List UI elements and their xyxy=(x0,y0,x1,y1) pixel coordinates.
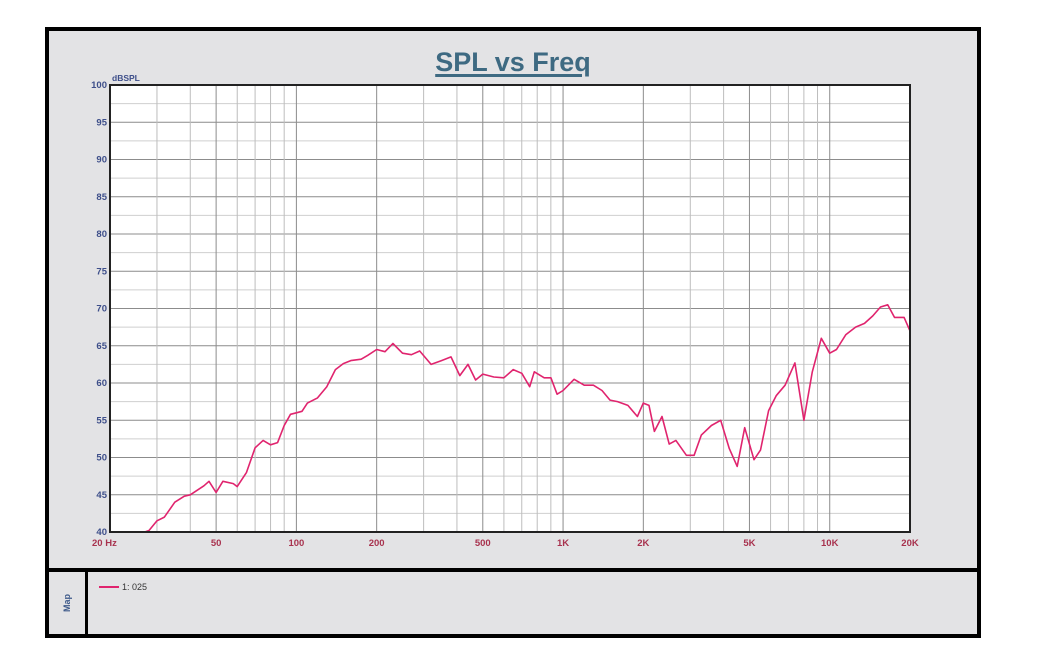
svg-text:65: 65 xyxy=(96,341,107,352)
svg-text:60: 60 xyxy=(96,378,107,389)
svg-text:95: 95 xyxy=(96,117,107,128)
y-axis-ticks: 40 45 50 55 60 65 70 75 80 85 90 95 100 xyxy=(91,80,108,538)
svg-text:200: 200 xyxy=(369,538,385,549)
svg-text:70: 70 xyxy=(96,304,107,315)
svg-text:75: 75 xyxy=(96,266,107,277)
svg-text:40: 40 xyxy=(96,527,107,538)
svg-text:55: 55 xyxy=(96,415,107,426)
grid-lines xyxy=(109,84,911,533)
legend-entry-label: 1: 025 xyxy=(122,582,148,592)
svg-text:50: 50 xyxy=(96,453,107,464)
legend-line-icon xyxy=(99,586,119,588)
svg-text:85: 85 xyxy=(96,192,107,203)
svg-text:5K: 5K xyxy=(743,538,755,549)
legend-side-label: Map xyxy=(62,594,72,612)
svg-text:100: 100 xyxy=(91,80,107,91)
legend-panel: Map 1: 025 xyxy=(45,568,981,638)
svg-text:20K: 20K xyxy=(901,538,919,549)
x-axis-ticks: 20 Hz 50 100 200 500 1K 2K 5K 10K 20K xyxy=(92,538,919,549)
svg-text:10K: 10K xyxy=(821,538,839,549)
chart-title: SPL vs Freq xyxy=(435,47,591,77)
plot-border xyxy=(109,84,911,533)
svg-text:500: 500 xyxy=(475,538,491,549)
svg-text:45: 45 xyxy=(96,490,107,501)
svg-text:90: 90 xyxy=(96,155,107,166)
y-axis-label: dBSPL xyxy=(112,73,140,83)
legend-entry[interactable]: 1: 025 xyxy=(99,582,147,592)
svg-text:1K: 1K xyxy=(557,538,569,549)
svg-text:100: 100 xyxy=(288,538,304,549)
spl-trace xyxy=(110,303,911,533)
svg-text:20 Hz: 20 Hz xyxy=(92,538,117,549)
svg-text:50: 50 xyxy=(211,538,222,549)
svg-text:2K: 2K xyxy=(637,538,649,549)
svg-text:80: 80 xyxy=(96,229,107,240)
legend-side-tab[interactable]: Map xyxy=(49,572,88,634)
